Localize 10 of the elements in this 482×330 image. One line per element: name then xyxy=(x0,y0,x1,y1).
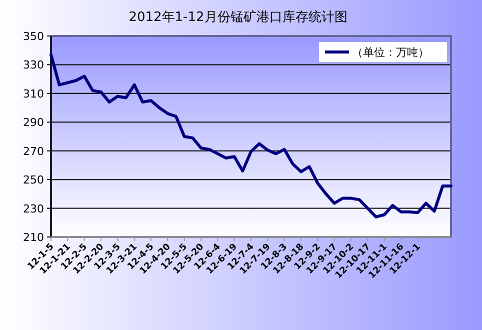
y-tick-label: 310 xyxy=(23,87,44,100)
y-tick-label: 290 xyxy=(23,116,44,130)
y-tick-label: 350 xyxy=(23,30,44,43)
y-tick-label: 230 xyxy=(23,202,44,216)
y-tick-label: 250 xyxy=(23,174,44,187)
y-tick-label: 210 xyxy=(23,231,44,244)
chart-title: 2012年1-12月份锰矿港口库存统计图 xyxy=(128,10,348,25)
y-tick-label: 270 xyxy=(23,144,44,158)
legend-label: （单位：万吨） xyxy=(352,46,429,59)
y-tick-label: 330 xyxy=(23,58,44,72)
